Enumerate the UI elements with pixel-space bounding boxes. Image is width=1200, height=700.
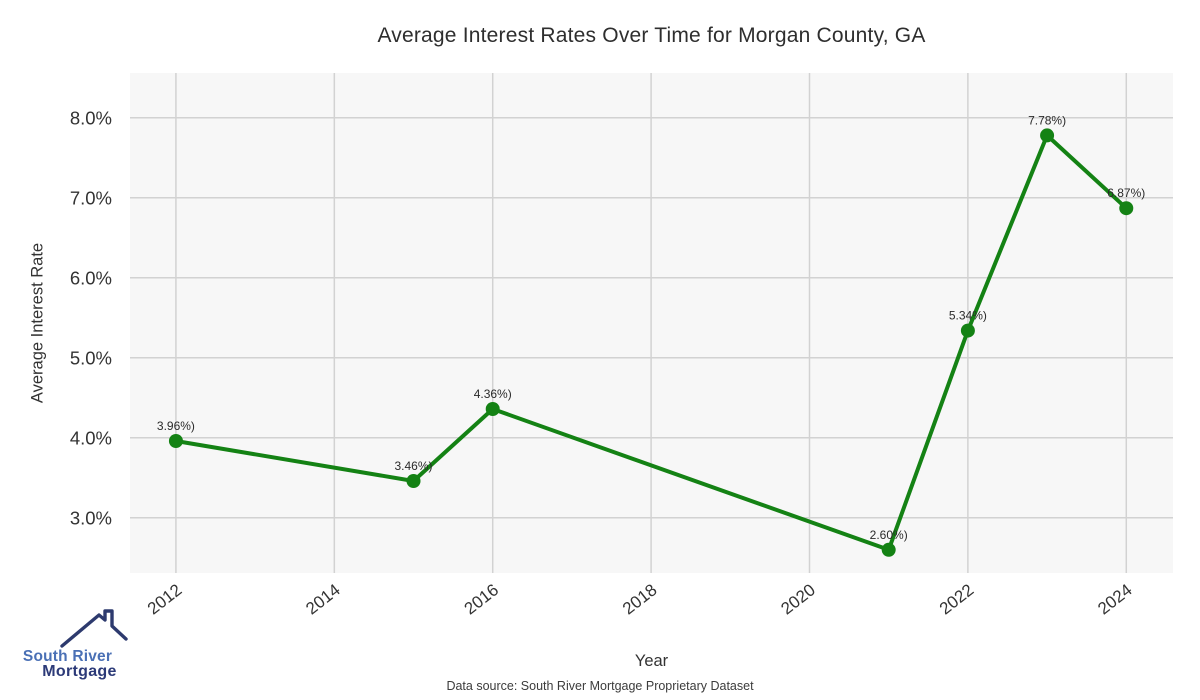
y-tick-label: 5.0% (70, 347, 112, 368)
x-tick-label: 2020 (777, 580, 819, 618)
data-point-label: 2.60%) (870, 528, 908, 542)
y-tick-label: 4.0% (70, 427, 112, 448)
y-tick-label: 7.0% (70, 187, 112, 208)
data-point-label: 3.46%) (395, 459, 433, 473)
x-tick-label: 2016 (461, 580, 503, 618)
y-axis-title: Average Interest Rate (28, 242, 47, 404)
y-tick-label: 6.0% (70, 267, 112, 288)
x-tick-label: 2014 (302, 580, 344, 618)
logo-text-primary: South River (22, 648, 113, 665)
data-point-label: 5.34%) (949, 309, 987, 323)
y-tick-label: 3.0% (70, 507, 112, 528)
data-point-label: 6.87%) (1107, 186, 1145, 200)
data-point-label: 7.78%) (1028, 113, 1066, 127)
house-roof-chimney-icon (60, 609, 128, 648)
data-point (168, 434, 183, 448)
south-river-mortgage-logo: South River Mortgage (10, 608, 155, 688)
data-source-note: Data source: South River Mortgage Propri… (446, 679, 754, 693)
y-tick-label: 8.0% (70, 107, 112, 128)
x-tick-label: 2018 (619, 580, 661, 618)
logo-text-secondary: Mortgage (42, 663, 117, 680)
x-tick-label: 2024 (1094, 580, 1136, 618)
data-point (960, 323, 975, 338)
data-point (406, 474, 421, 488)
data-point (1040, 128, 1055, 143)
data-point (1119, 201, 1134, 216)
chart-title: Average Interest Rates Over Time for Mor… (377, 24, 926, 47)
data-point (485, 402, 500, 416)
data-point (881, 542, 896, 557)
x-tick-label: 2022 (936, 580, 978, 618)
x-axis-title: Year (634, 652, 669, 670)
data-point-label: 3.96%) (157, 419, 195, 433)
data-point-label: 4.36%) (474, 387, 512, 401)
